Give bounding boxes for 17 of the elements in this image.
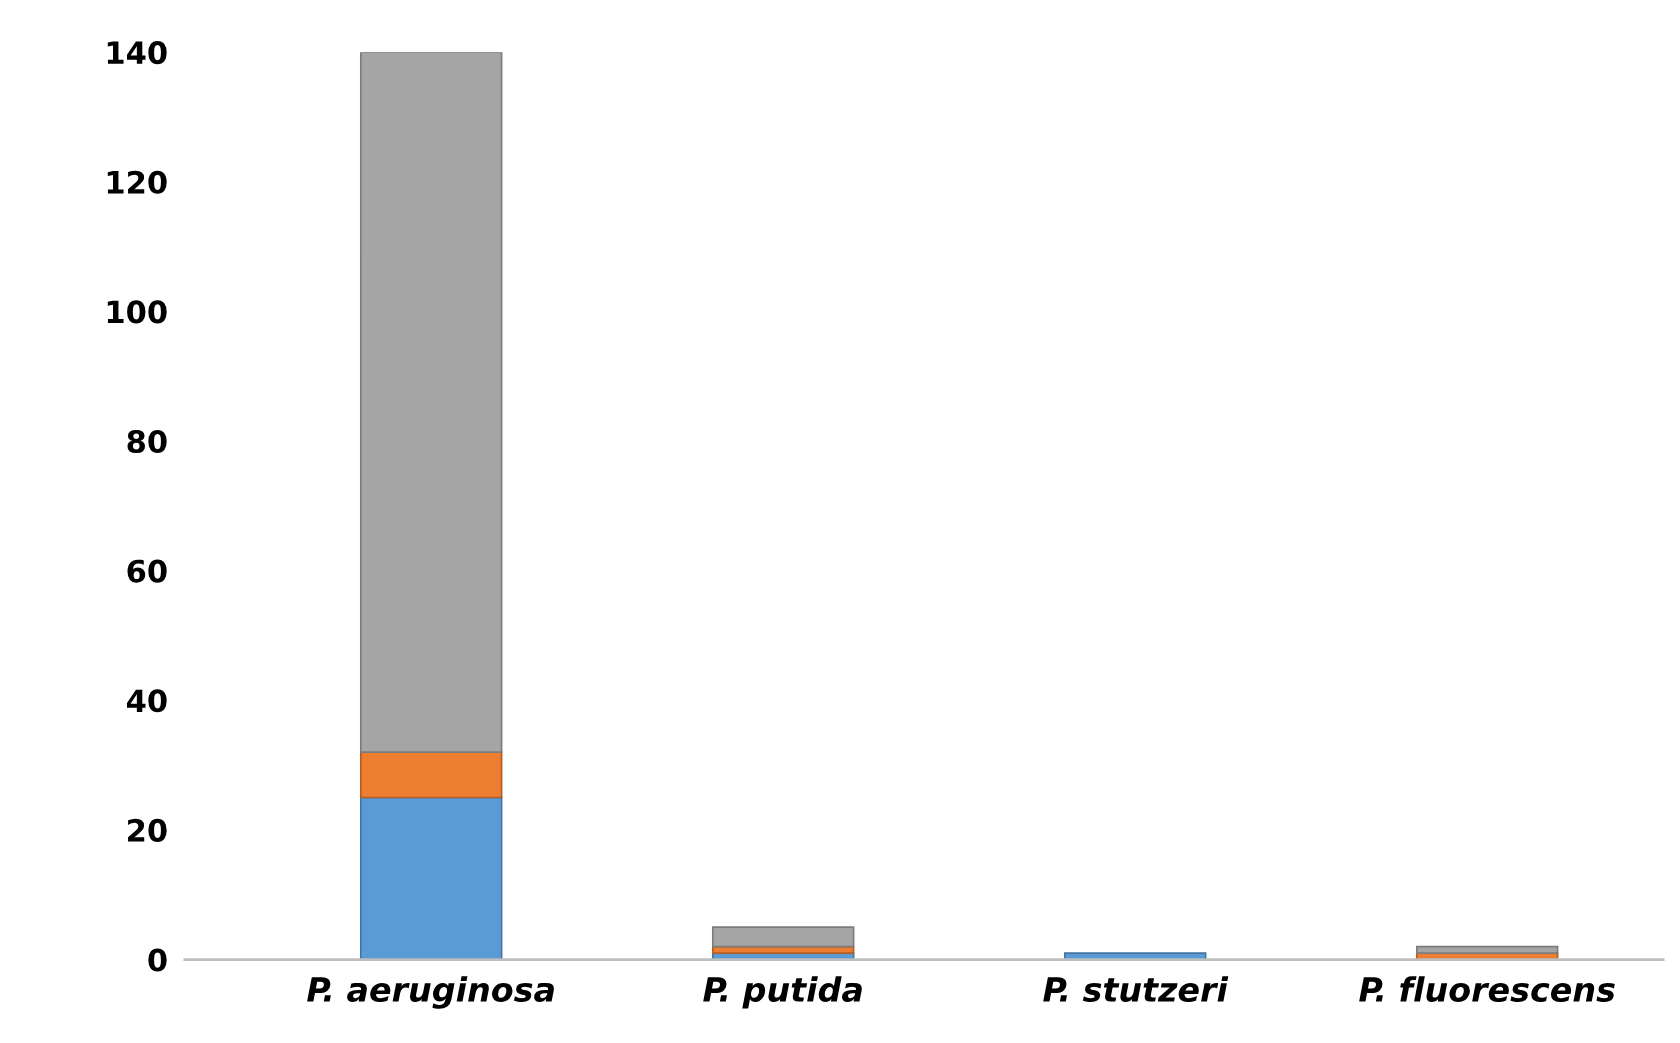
bar [359,52,503,753]
y-tick-label: 100 [107,300,167,324]
x-tick-label: P. stutzeri [1043,976,1229,1003]
y-tick-label: 80 [127,429,167,454]
y-tick-label: 40 [126,689,167,713]
bar [359,796,503,960]
bar [359,751,503,799]
x-tick-label: P. putida [703,976,862,1009]
y-tick-label: 20 [128,818,167,842]
bar [711,926,855,948]
y-tick-label: 120 [107,170,167,194]
y-tick-label: 0 [148,948,167,972]
y-tick-label: 60 [127,559,167,583]
x-tick-label: P. aeruginosa [307,976,554,1009]
bar [1415,945,1559,954]
x-tick-label: P. fluorescens [1359,976,1615,1003]
y-tick-label: 140 [107,41,167,65]
